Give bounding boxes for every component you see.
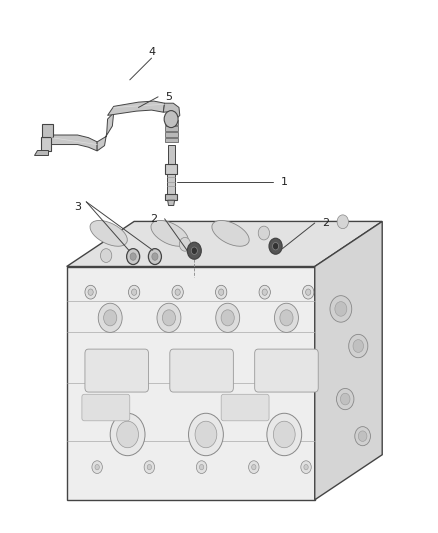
Circle shape	[335, 302, 347, 316]
Circle shape	[127, 248, 140, 264]
Circle shape	[100, 249, 112, 262]
Circle shape	[267, 413, 302, 456]
Polygon shape	[41, 136, 51, 151]
Ellipse shape	[98, 303, 122, 333]
Ellipse shape	[157, 303, 181, 333]
Circle shape	[304, 464, 308, 470]
Polygon shape	[67, 221, 382, 266]
FancyBboxPatch shape	[170, 349, 233, 392]
Bar	[166, 194, 177, 200]
Circle shape	[85, 285, 96, 299]
Bar	[165, 132, 178, 136]
Circle shape	[117, 421, 138, 448]
Text: 2: 2	[322, 218, 329, 228]
Circle shape	[95, 464, 99, 470]
Circle shape	[175, 289, 180, 295]
FancyBboxPatch shape	[82, 394, 130, 421]
Circle shape	[262, 289, 267, 295]
Ellipse shape	[90, 221, 127, 246]
Circle shape	[330, 296, 352, 322]
Circle shape	[306, 289, 311, 295]
Ellipse shape	[104, 310, 117, 326]
Circle shape	[179, 237, 191, 251]
Polygon shape	[168, 144, 175, 171]
Circle shape	[336, 389, 354, 410]
Bar	[165, 138, 178, 142]
FancyBboxPatch shape	[85, 349, 148, 392]
Circle shape	[337, 215, 348, 229]
Polygon shape	[163, 103, 180, 122]
Bar	[165, 126, 178, 131]
Circle shape	[355, 426, 371, 446]
Ellipse shape	[212, 221, 249, 246]
Circle shape	[128, 285, 140, 299]
Circle shape	[196, 461, 207, 473]
Polygon shape	[51, 135, 97, 151]
Circle shape	[273, 421, 295, 448]
Polygon shape	[67, 266, 315, 500]
Circle shape	[259, 285, 270, 299]
Circle shape	[258, 226, 269, 240]
Ellipse shape	[216, 303, 240, 333]
Circle shape	[188, 413, 223, 456]
Circle shape	[92, 461, 102, 473]
Circle shape	[358, 431, 367, 441]
Circle shape	[130, 253, 136, 260]
Circle shape	[349, 334, 368, 358]
Circle shape	[195, 421, 217, 448]
Circle shape	[148, 248, 162, 264]
Polygon shape	[97, 113, 114, 151]
Circle shape	[191, 247, 198, 254]
Circle shape	[88, 289, 93, 295]
Circle shape	[219, 289, 224, 295]
Circle shape	[131, 289, 137, 295]
Circle shape	[144, 461, 155, 473]
Circle shape	[172, 285, 184, 299]
Text: 2: 2	[150, 214, 157, 224]
Circle shape	[272, 243, 279, 250]
Circle shape	[252, 464, 256, 470]
Text: 3: 3	[74, 202, 81, 212]
Polygon shape	[42, 124, 53, 136]
Circle shape	[164, 111, 178, 127]
Circle shape	[249, 461, 259, 473]
Ellipse shape	[280, 310, 293, 326]
Circle shape	[301, 461, 311, 473]
Circle shape	[303, 285, 314, 299]
Polygon shape	[167, 174, 176, 195]
Ellipse shape	[151, 221, 188, 246]
Circle shape	[187, 242, 201, 259]
Polygon shape	[315, 221, 382, 500]
Circle shape	[215, 285, 227, 299]
Circle shape	[199, 464, 204, 470]
Ellipse shape	[275, 303, 298, 333]
Circle shape	[152, 253, 158, 260]
Polygon shape	[108, 101, 165, 115]
Polygon shape	[168, 200, 175, 206]
FancyBboxPatch shape	[221, 394, 269, 421]
Circle shape	[269, 238, 282, 254]
Text: 1: 1	[281, 176, 288, 187]
Polygon shape	[34, 150, 48, 155]
Text: 4: 4	[148, 47, 155, 56]
Ellipse shape	[162, 310, 176, 326]
Ellipse shape	[221, 310, 234, 326]
Circle shape	[353, 340, 364, 352]
Bar	[165, 120, 178, 125]
Circle shape	[147, 464, 152, 470]
Circle shape	[110, 413, 145, 456]
Text: 5: 5	[166, 92, 173, 102]
FancyBboxPatch shape	[254, 349, 318, 392]
Bar	[166, 164, 177, 174]
Circle shape	[340, 393, 350, 405]
